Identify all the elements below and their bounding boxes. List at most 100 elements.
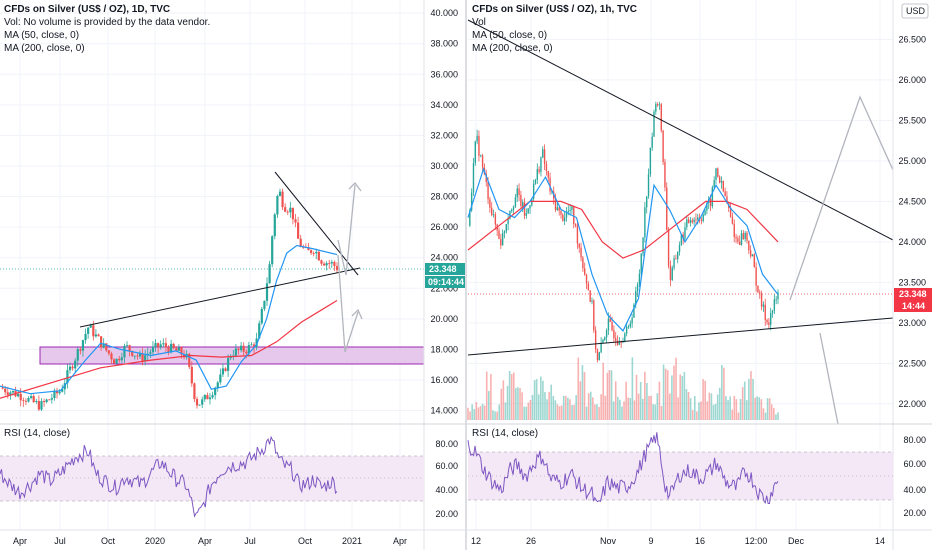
right-price-axis[interactable]: 26.500 26.000 25.500 25.000 24.500 24.000 23.5… [898,34,926,408]
candle-body [547,170,549,178]
left-chart-panel[interactable]: CFDs on Silver (US$ / OZ), 1D, TVC Vol: … [0,0,466,550]
right-chart-title: CFDs on Silver (US$ / OZ), 1h, TVC [472,4,637,15]
candle-body [678,244,681,253]
right-projection-down[interactable] [819,332,839,425]
candle-body [281,191,284,208]
candle-body [638,273,641,285]
candle-body [105,343,108,351]
candle-body [677,252,679,260]
candle-body [671,267,673,281]
candle-body [252,344,256,348]
volume-bar [469,411,471,420]
candle-body [37,401,40,410]
candle-body [271,236,274,265]
candle-body [582,257,584,269]
volume-bar [600,394,602,420]
candle-body [19,393,22,401]
left-price-tick: 20.000 [430,314,458,324]
volume-bar [648,395,650,420]
right-time-axis[interactable]: 12 26 Nov 9 16 12:00 Dec 14 [471,536,885,546]
right-price-tick: 24.000 [898,237,926,247]
candle-body [491,207,493,216]
left-vol-label: Vol: No volume is provided by the data v… [4,17,210,28]
left-rsi-tick: 40.00 [435,485,458,495]
left-price-tick: 36.000 [430,69,458,79]
volume-bar [485,371,488,420]
volume-bar [598,406,600,420]
candle-body [746,232,748,241]
left-ma200-label: MA (200, close, 0) [4,43,85,54]
volume-bar [646,382,648,420]
volume-bar [483,405,486,420]
left-grid [0,0,424,530]
left-rsi-tick: 60.00 [435,461,458,471]
right-time-tick: 12:00 [745,536,768,546]
right-currency-badge[interactable]: USD [901,3,929,19]
right-time-tick: 26 [526,536,536,546]
candle-body [662,130,664,162]
volume-bar [558,406,561,420]
right-price-tick: 24.500 [898,196,926,206]
volume-bar [693,396,696,420]
left-support-trendline[interactable] [79,267,361,328]
candle-body [284,207,287,212]
candle-body [536,169,538,180]
candle-body [247,345,250,354]
volume-bar [492,410,494,420]
left-price-tick: 28.000 [430,192,458,202]
candle-body [328,263,331,264]
candle-body [485,173,487,183]
right-support-trendline[interactable] [467,317,894,356]
candle-body [1,387,4,389]
left-projection-down[interactable] [337,254,359,353]
candle-body [315,251,318,254]
candle-body [596,349,599,361]
right-ma200-line [467,200,779,259]
left-candles [1,188,339,412]
left-time-axis[interactable]: Apr Jul Oct 2020 Apr Jul Oct 2021 Apr [13,536,407,546]
volume-bar [569,399,571,420]
left-price-tick: 34.000 [430,100,458,110]
volume-bar [616,396,619,420]
candle-body [656,104,659,106]
left-last-price-value: 23.348 [429,264,457,274]
volume-bar [666,370,669,420]
volume-bar [517,387,519,420]
candle-body [138,353,142,357]
left-resistance-trendline[interactable] [274,171,359,276]
left-time-tick: Oct [101,536,116,546]
candle-body [624,333,626,342]
candle-body [742,233,745,239]
candle-body [4,388,7,393]
candle-body [760,293,763,307]
candle-body [649,147,652,175]
left-price-axis[interactable]: 40.000 38.000 36.000 34.000 32.000 30.000 28.0… [430,8,458,415]
volume-bar [488,391,490,420]
right-projection-up[interactable] [789,95,894,301]
right-candles [469,101,779,363]
candle-body [770,313,772,325]
left-projection-up-arrowhead [348,182,362,192]
candle-body [625,326,628,334]
volume-bar [515,388,517,420]
candle-body [565,211,568,218]
right-resistance-trendline[interactable] [467,19,894,241]
volume-bar [745,400,748,420]
candle-body [593,300,595,331]
candle-body [92,325,95,337]
volume-bar [687,391,690,420]
left-countdown-value: 09:14:44 [428,277,464,287]
candle-body [576,225,579,244]
candle-body [172,343,175,349]
candle-body [162,343,165,345]
right-chart-panel[interactable]: CFDs on Silver (US$ / OZ), 1h, TVC Vol M… [466,0,932,550]
volume-bar [756,396,758,420]
candle-body [689,220,692,223]
volume-bar [743,381,746,420]
volume-bar [706,401,709,420]
candle-body [604,337,606,340]
candle-body [489,199,491,208]
left-projection-up[interactable] [337,184,356,276]
right-vol-label: Vol [472,17,486,28]
volume-bar [537,394,540,420]
